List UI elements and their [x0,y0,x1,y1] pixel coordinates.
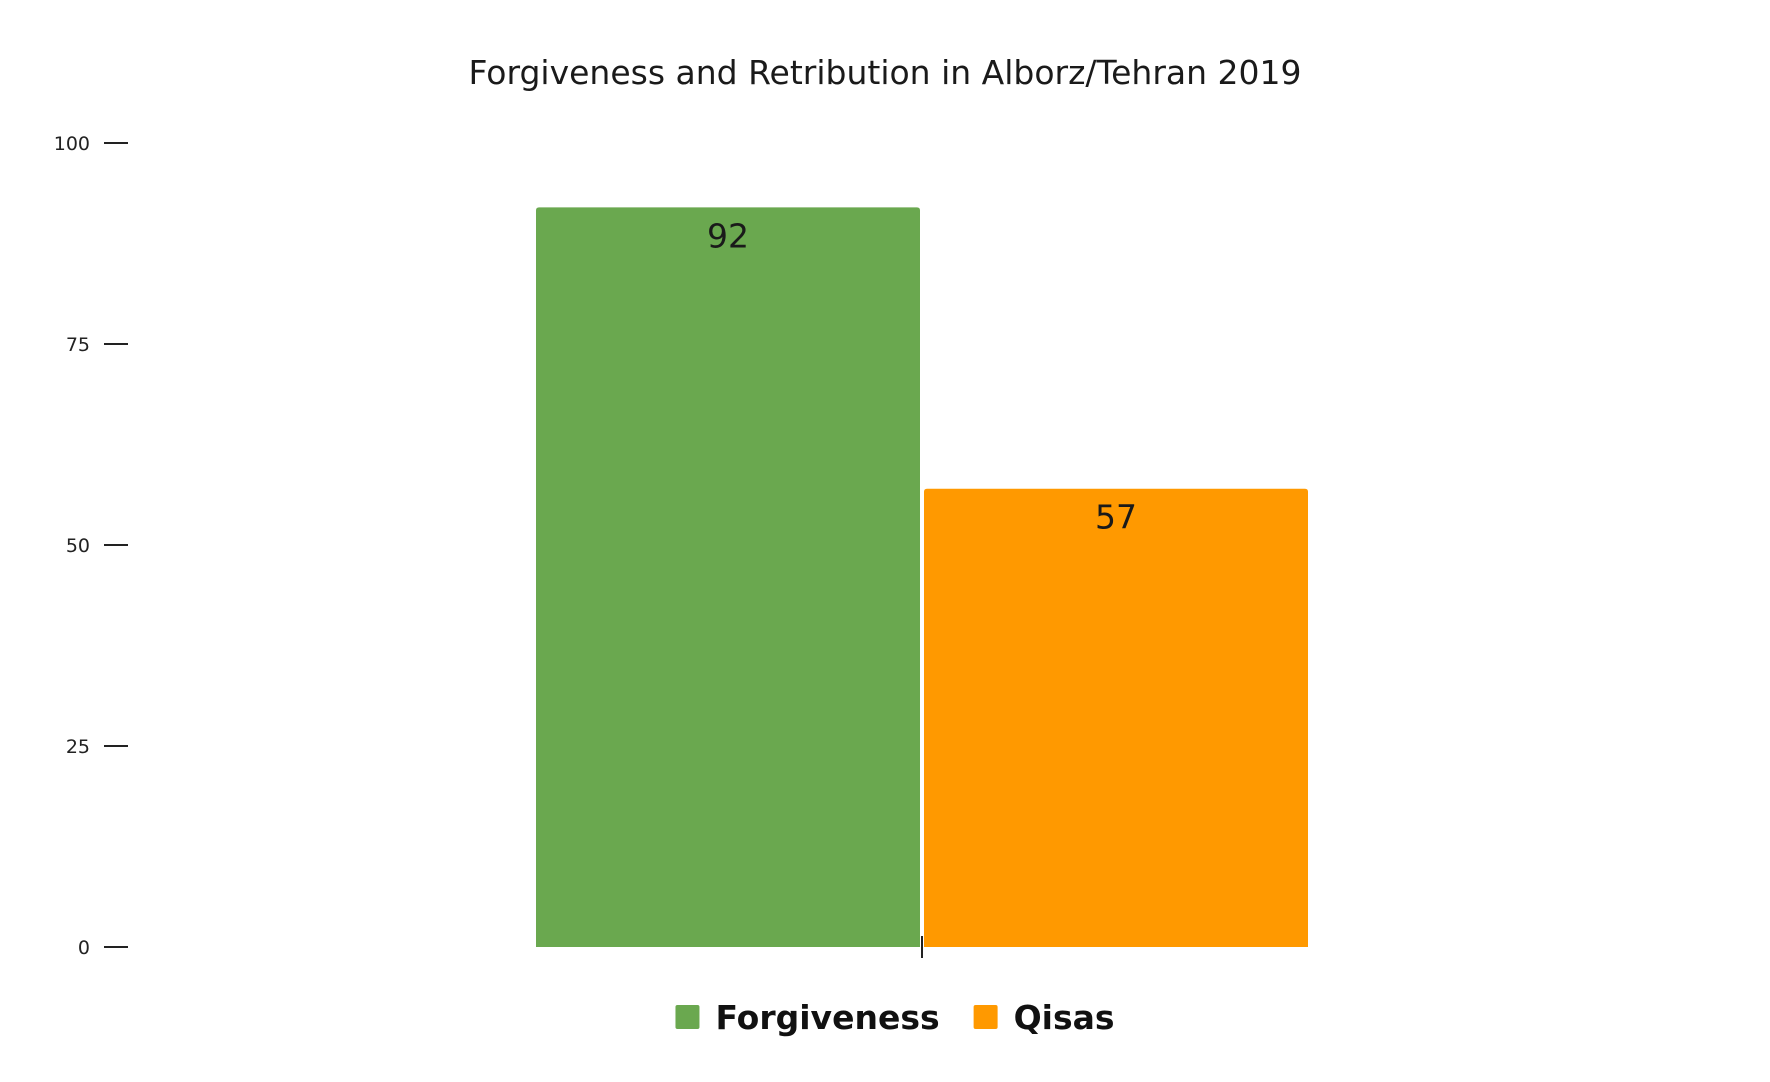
bar-forgiveness [536,207,920,947]
y-tick-label: 0 [78,937,90,959]
legend-label-qisas: Qisas [1014,998,1115,1037]
chart-title: Forgiveness and Retribution in Alborz/Te… [469,53,1302,92]
y-tick-label: 100 [54,133,90,155]
y-tick-label: 25 [66,736,90,758]
legend-label-forgiveness: Forgiveness [715,998,939,1037]
legend-swatch-qisas [973,1005,998,1029]
data-label-qisas: 57 [1095,498,1137,537]
legend-swatch-forgiveness [675,1005,700,1029]
legend: Forgiveness Qisas [675,998,1115,1037]
data-label-forgiveness: 92 [707,216,749,255]
bars [536,207,1308,947]
data-labels: 92 57 [707,216,1137,536]
bar-qisas [924,488,1308,947]
y-tick-label: 50 [66,535,90,557]
y-tick-label: 75 [66,334,90,356]
y-axis: 0 25 50 75 100 [54,133,128,959]
